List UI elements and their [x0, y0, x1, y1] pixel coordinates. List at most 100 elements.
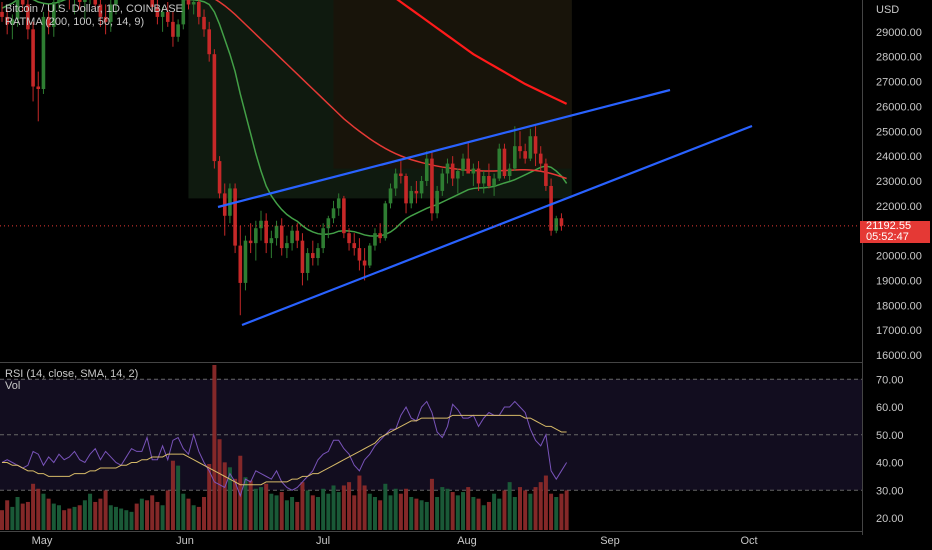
candle-body [352, 243, 357, 249]
volume-bars [0, 365, 569, 530]
candle-body [36, 86, 41, 89]
volume-bar [450, 492, 455, 530]
volume-bar [103, 490, 108, 530]
candle-body [103, 16, 108, 22]
volume-bar [523, 490, 528, 530]
candle-body [388, 188, 393, 204]
volume-bar [357, 475, 362, 530]
volume-bar [67, 508, 72, 530]
volume-bar [300, 482, 305, 530]
volume-bar [310, 495, 315, 530]
volume-bar [295, 501, 300, 530]
candle-body [336, 198, 341, 209]
countdown-value: 05:52:47 [866, 231, 909, 243]
candle-body [264, 220, 268, 244]
candle-body [538, 153, 543, 164]
upper-trendline [217, 88, 671, 209]
candle-body [98, 4, 103, 17]
ratma-legend[interactable]: RATMA (200, 100, 50, 14, 9) [5, 16, 145, 28]
volume-bar [56, 505, 61, 530]
volume-bar [259, 487, 263, 530]
price-tick-label: 28000.00 [876, 52, 922, 64]
candle-body [269, 238, 274, 244]
volume-bar [119, 508, 124, 530]
candle-body [248, 240, 253, 244]
volume-bar [398, 493, 403, 530]
volume-bar [383, 483, 388, 530]
volume-bar [497, 498, 502, 530]
candle-body [559, 218, 564, 226]
rsi-pane-background [0, 378, 862, 491]
volume-bar [341, 485, 346, 530]
candle-body [404, 176, 408, 204]
candle-body [435, 190, 439, 214]
volume-bar [134, 503, 139, 530]
candle-body [450, 163, 455, 179]
volume-bar [72, 506, 77, 530]
volume-bar [461, 492, 466, 530]
volume-bar [533, 487, 538, 530]
volume-bar [181, 493, 186, 530]
candle-body [481, 176, 486, 184]
candle-body [274, 225, 279, 239]
volume-bar [238, 455, 243, 530]
volume-bar [507, 482, 512, 530]
volume-bar [150, 495, 155, 530]
candle-body [383, 203, 388, 239]
price-tick-label: 17000.00 [876, 325, 922, 337]
candle-body [507, 168, 512, 177]
volume-bar [378, 500, 383, 530]
candle-body [544, 163, 548, 186]
time-tick-label: Jul [316, 535, 330, 547]
candle-body [399, 173, 403, 177]
volume-bar [20, 503, 25, 530]
candle-body [181, 0, 186, 25]
volume-bar [269, 493, 274, 530]
volume-bar [207, 464, 212, 530]
volume-bar [305, 490, 310, 530]
rsi-legend[interactable]: RSI (14, close, SMA, 14, 2) [5, 368, 139, 380]
volume-bar [124, 510, 129, 530]
candle-body [197, 1, 201, 17]
volume-bar [46, 498, 51, 530]
volume-bar [108, 505, 113, 530]
candle-body [347, 233, 351, 244]
volume-bar [424, 501, 429, 530]
candle-body [378, 233, 382, 239]
volume-bar [393, 488, 398, 530]
candle-body [160, 11, 165, 17]
volume-bar [486, 501, 491, 530]
candle-body [300, 240, 305, 273]
volume-bar [170, 460, 175, 530]
volume-bar [429, 478, 434, 530]
rsi-lines [1, 400, 568, 498]
vol-legend[interactable]: Vol [5, 380, 21, 392]
volume-bar [362, 485, 367, 530]
volume-bar [139, 498, 144, 530]
candle-body [243, 240, 248, 283]
time-tick-label: Sep [600, 535, 620, 547]
trendlines[interactable] [217, 88, 753, 327]
price-tick-label: 23000.00 [876, 176, 922, 188]
candle-body [176, 24, 180, 37]
volume-bar [279, 492, 284, 530]
volume-bar [145, 500, 150, 530]
candle-body [533, 136, 538, 154]
price-axis-bg [862, 0, 932, 550]
volume-bar [264, 483, 269, 530]
symbol-legend[interactable]: Bitcoin / U.S. Dollar, 1D, COINBASE [5, 3, 183, 15]
candle-body [93, 0, 98, 5]
candle-body [528, 136, 533, 159]
time-tick-label: Aug [457, 535, 477, 547]
volume-bar [25, 501, 30, 530]
volume-bar [0, 510, 4, 530]
candle-body [419, 180, 424, 194]
candle-body [518, 146, 522, 152]
candle-body [238, 245, 243, 283]
rsi-tick-label: 60.00 [876, 402, 904, 414]
price-tick-label: 19000.00 [876, 275, 922, 287]
volume-bar [321, 488, 326, 530]
volume-bar [336, 492, 341, 530]
candle-body [414, 190, 419, 194]
